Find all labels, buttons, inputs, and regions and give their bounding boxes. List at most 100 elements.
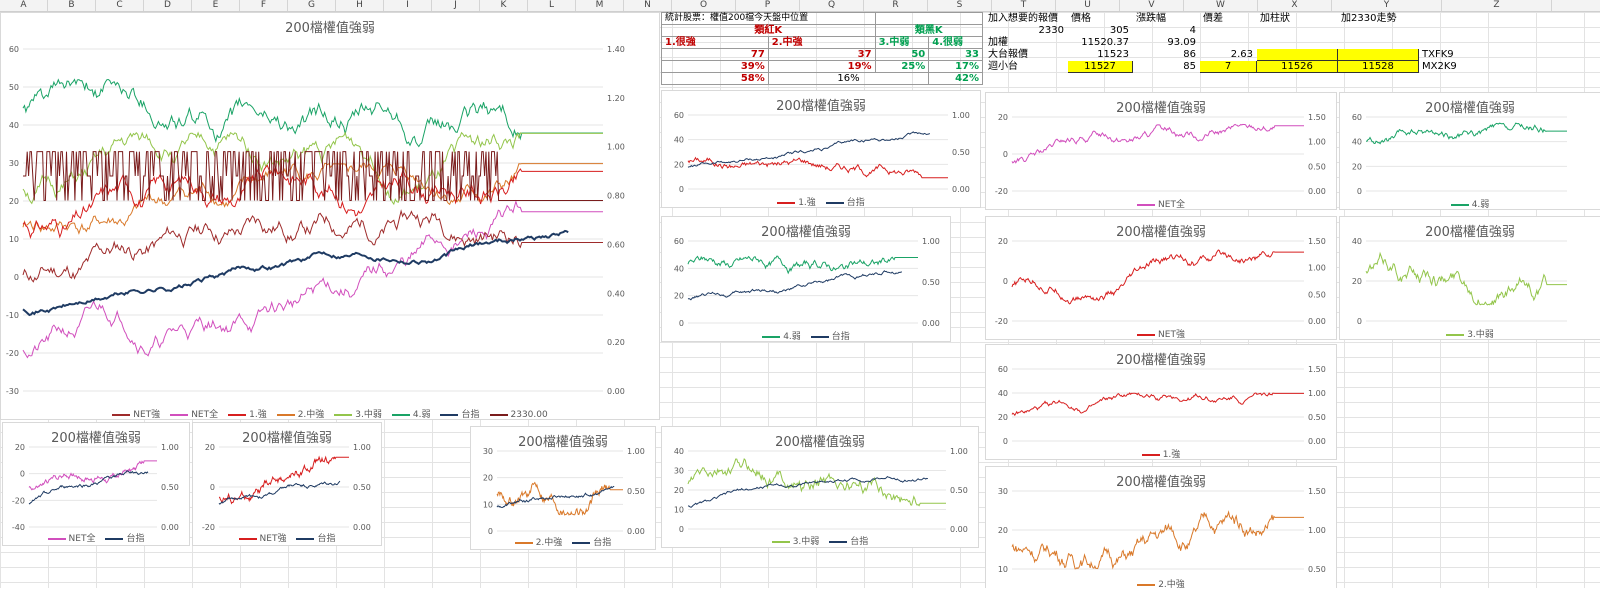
column-header-E[interactable]: E — [192, 0, 240, 11]
chart-right-net-all[interactable]: 200檔權值強弱 20 0 -20 1.50 1.00 0.50 0.00 NET全 — [985, 92, 1337, 210]
chart-1-strong[interactable]: 200檔權值強弱 60 40 20 0 1.00 0.50 0.00 1.強 台指 — [661, 90, 981, 208]
legend-swatch — [112, 413, 131, 416]
y-tick-left: 20 — [998, 237, 1008, 246]
column-header-M[interactable]: M — [576, 0, 624, 11]
cell-spread-big-tx[interactable]: 2.63 — [1230, 49, 1253, 60]
column-header-O[interactable]: O — [672, 0, 736, 11]
legend-item: 1.強 — [1141, 447, 1180, 460]
series-index — [687, 131, 931, 168]
label-weighted[interactable]: 加權 — [988, 37, 1008, 48]
chart-title: 200檔權值強弱 — [285, 21, 375, 36]
legend-label: NET全 — [68, 534, 96, 544]
chart-net-all[interactable]: 200檔權值強弱 20 0 -20 -40 1.00 0.50 0.00 NET全 台指 — [2, 422, 190, 546]
y-tick-left: 0 — [14, 273, 19, 282]
cell-price-big-tx[interactable]: 11523 — [1097, 49, 1129, 60]
column-header-Y[interactable]: Y — [1332, 0, 1442, 11]
y-tick-left: -20 — [202, 523, 215, 532]
column-header-P[interactable]: P — [736, 0, 800, 11]
label-mini-tx[interactable]: 迴小台 — [988, 61, 1018, 72]
chart-2-midstrong[interactable]: 200檔權值強弱 30 20 10 0 1.00 0.50 0.00 2.中強 台指 — [470, 426, 656, 550]
chart-title: 200檔權值強弱 — [1116, 101, 1206, 116]
y-tick-right: 0.00 — [353, 523, 371, 532]
column-header-Z[interactable]: Z — [1442, 0, 1552, 11]
cell-change-weighted[interactable]: 93.09 — [1167, 37, 1196, 48]
y-tick-right: 0.50 — [1308, 565, 1326, 574]
y-tick-left: -20 — [6, 349, 19, 358]
cell-2330[interactable]: 2330 — [1038, 25, 1064, 36]
chart-legend: 4.弱 — [1340, 197, 1600, 210]
legend-label: NET強 — [259, 534, 287, 544]
y-tick-right: 0.00 — [922, 319, 940, 328]
chart-right-1-strong[interactable]: 200檔權值強弱 60 40 20 0 1.50 1.00 0.50 0.00 1.強 — [985, 344, 1337, 460]
y-tick-left: 60 — [674, 237, 684, 246]
chart-far-3-midweak[interactable]: 200檔權值強弱 40 20 0 3.中弱 — [1339, 216, 1600, 340]
y-tick-left: 0 — [679, 525, 684, 534]
chart-net-strong[interactable]: 200檔權值強弱 20 0 -20 1.00 0.50 0.00 NET強 台指 — [192, 422, 382, 546]
chart-right-net-strong[interactable]: 200檔權值強弱 20 0 -20 1.50 1.00 0.50 0.00 NET強 — [985, 216, 1337, 340]
cell-change-mini-tx[interactable]: 85 — [1183, 61, 1196, 72]
column-header-T[interactable]: T — [992, 0, 1056, 11]
legend-swatch — [1137, 583, 1156, 586]
y-tick-right: 0.50 — [952, 148, 970, 157]
chart-4-weak[interactable]: 200檔權值強弱 60 40 20 0 1.00 0.50 0.00 4.弱 台指 — [661, 216, 951, 342]
column-header-R[interactable]: R — [864, 0, 928, 11]
series-index — [22, 229, 569, 317]
column-header-G[interactable]: G — [288, 0, 336, 11]
legend-swatch — [1446, 333, 1465, 336]
column-header-I[interactable]: I — [384, 0, 432, 11]
chart-legend: NET全 台指 — [3, 531, 189, 544]
cell-change-big-tx[interactable]: 86 — [1183, 49, 1196, 60]
legend-label: 3.中弱 — [355, 410, 382, 420]
legend-swatch — [47, 537, 66, 540]
column-header-K[interactable]: K — [480, 0, 528, 11]
label-big-tx[interactable]: 大台報價 — [988, 49, 1028, 60]
chart-right-2-midstrong[interactable]: 200檔權值強弱 30 20 10 1.50 1.00 0.50 2.中強 — [985, 466, 1337, 590]
y-tick-left: 20 — [1352, 162, 1362, 171]
cell-change-2330[interactable]: 4 — [1189, 25, 1196, 36]
cell-price-mini-tx[interactable]: 11527 — [1067, 60, 1133, 73]
column-header-A[interactable]: A — [0, 0, 48, 11]
y-tick-left: 20 — [998, 526, 1008, 535]
y-tick-right: 0.50 — [1308, 290, 1326, 299]
column-header-C[interactable]: C — [96, 0, 144, 11]
y-tick-left: 20 — [998, 413, 1008, 422]
series-net-strong — [22, 209, 603, 283]
label-very-weak: 4.很弱 — [928, 36, 983, 49]
cell-price-weighted[interactable]: 11520.37 — [1081, 37, 1129, 48]
column-header-U[interactable]: U — [1056, 0, 1120, 11]
y-tick-right: 0.80 — [607, 192, 625, 201]
column-header-J[interactable]: J — [432, 0, 480, 11]
column-header-Q[interactable]: Q — [800, 0, 864, 11]
legend-item: NET全 — [170, 407, 218, 420]
legend-item: 台指 — [440, 407, 480, 420]
series-index — [496, 485, 615, 508]
column-header-S[interactable]: S — [928, 0, 992, 11]
chart-main[interactable]: 200檔權值強弱 60 50 40 30 20 10 0 -10 -20 -30 1.40 1.20 1… — [0, 12, 660, 420]
cell-bar-mini-tx[interactable]: 11526 — [1256, 60, 1338, 73]
cell-price-2330[interactable]: 305 — [1109, 25, 1129, 36]
chart-legend: 1.強 台指 — [662, 195, 980, 208]
legend-label: 2.中強 — [535, 538, 563, 548]
y-tick-left: 60 — [674, 111, 684, 120]
column-header-X[interactable]: X — [1258, 0, 1332, 11]
column-header-D[interactable]: D — [144, 0, 192, 11]
chart-legend: 3.中弱 — [1340, 327, 1600, 340]
chart-plot: 20 0 -20 1.50 1.00 0.50 0.00 — [995, 237, 1326, 326]
chart-far-4-weak[interactable]: 200檔權值強弱 60 40 20 0 4.弱 — [1339, 92, 1600, 210]
cell-trend-mini-tx[interactable]: 11528 — [1337, 60, 1419, 73]
column-header-L[interactable]: L — [528, 0, 576, 11]
column-header-V[interactable]: V — [1120, 0, 1184, 11]
cell-spread-mini-tx[interactable]: 7 — [1199, 60, 1257, 73]
column-header-W[interactable]: W — [1184, 0, 1258, 11]
legend-swatch — [296, 537, 315, 540]
y-tick-left: 40 — [674, 136, 684, 145]
y-tick-left: 40 — [1352, 138, 1362, 147]
column-header-H[interactable]: H — [336, 0, 384, 11]
column-header-F[interactable]: F — [240, 0, 288, 11]
column-header-B[interactable]: B — [48, 0, 96, 11]
legend-swatch — [514, 541, 533, 544]
y-tick-left: 40 — [998, 389, 1008, 398]
y-tick-left: 0 — [1003, 277, 1008, 286]
column-header-N[interactable]: N — [624, 0, 672, 11]
chart-3-midweak[interactable]: 200檔權值強弱 40 30 20 10 0 1.00 0.50 0.00 3.中弱 台指 — [661, 426, 979, 548]
